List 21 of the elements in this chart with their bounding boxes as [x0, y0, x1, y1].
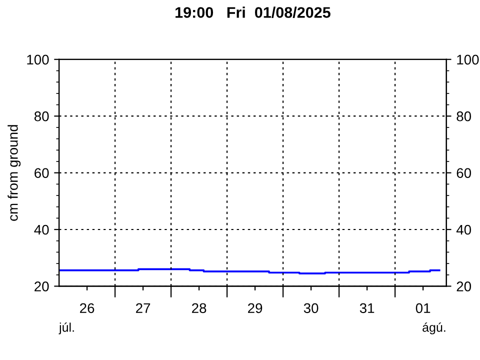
y-tick-label: 80: [34, 111, 49, 122]
y2-tick-label: 100: [457, 54, 479, 65]
x-tick-label: 28: [192, 303, 206, 314]
y-tick-label: 60: [34, 168, 49, 178]
chart-title: 19:00 Fri 01/08/2025: [176, 6, 330, 18]
x-tick-label: 26: [80, 303, 94, 314]
x-tick-label: 27: [136, 303, 150, 313]
y-tick-label: 20: [34, 282, 49, 292]
x-tick-label: 30: [304, 303, 318, 314]
y2-tick-label: 20: [456, 282, 472, 292]
text: ágú.: [422, 322, 446, 334]
x-tick-label: 29: [248, 303, 262, 314]
text: júl.: [58, 322, 74, 334]
y2-tick-label: 60: [456, 168, 472, 178]
y2-tick-label: 80: [456, 111, 472, 122]
y-tick-label: 40: [34, 224, 49, 235]
y-axis-title: cm from ground: [8, 125, 21, 221]
y-tick-label: 100: [27, 54, 49, 65]
x-tick-label: 31: [360, 303, 374, 314]
y2-tick-label: 40: [456, 224, 472, 235]
x-tick-label: 01: [416, 303, 430, 314]
